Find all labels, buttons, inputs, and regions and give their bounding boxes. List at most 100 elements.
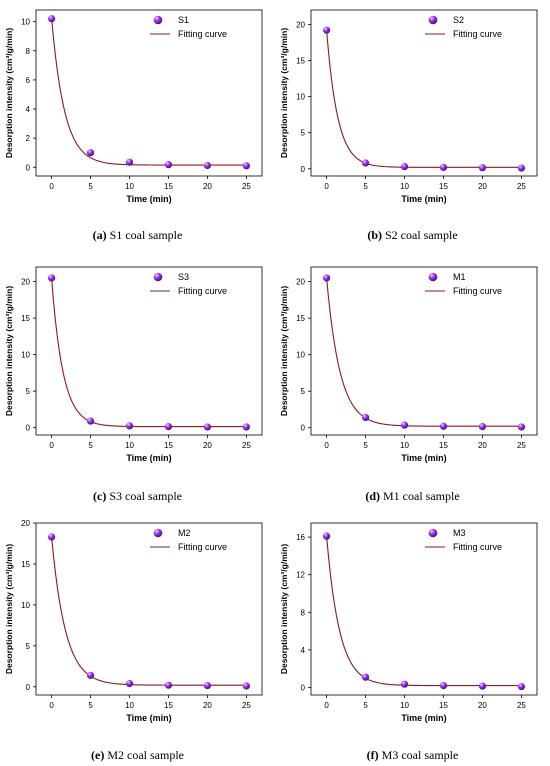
y-axis-label: Desorption intensity (cm³/g/min) — [4, 544, 14, 675]
y-tick-label: 4 — [26, 105, 31, 114]
y-tick-label: 15 — [296, 57, 305, 66]
y-tick-label: 15 — [296, 314, 305, 323]
y-tick-label: 0 — [26, 424, 31, 433]
y-tick-label: 16 — [296, 533, 305, 542]
x-tick-label: 5 — [363, 441, 368, 450]
data-point — [164, 681, 173, 689]
data-point — [439, 163, 448, 171]
data-point — [203, 423, 212, 431]
data-point — [86, 149, 95, 157]
y-axis-label: Desorption intensity (cm³/g/min) — [279, 286, 289, 417]
plot-frame — [310, 522, 538, 696]
data-point — [517, 423, 526, 431]
data-point — [322, 532, 331, 540]
x-tick-label: 20 — [203, 701, 212, 710]
data-point — [203, 681, 212, 690]
panel-caption: (e) M2 coal sample — [91, 748, 184, 762]
panel-caption: (c) S3 coal sample — [93, 489, 182, 503]
y-tick-label: 0 — [26, 163, 31, 172]
chart-svg: 0 5 10 15 20 25 0 4 8 12 16 Time (min) Desorption in… — [279, 522, 538, 723]
fitting-curve — [326, 536, 522, 687]
data-point — [439, 682, 448, 690]
y-tick-label: 15 — [21, 314, 30, 323]
y-tick-label: 0 — [26, 683, 31, 692]
x-tick-label: 15 — [439, 182, 448, 191]
legend-marker — [428, 272, 438, 282]
y-axis-label: Desorption intensity (cm³/g/min) — [279, 28, 289, 159]
chart-svg: 0 5 10 15 20 25 0 5 10 15 20 Time (min) Desorption i… — [4, 266, 263, 463]
data-point — [400, 163, 409, 171]
x-tick-label: 25 — [242, 182, 251, 191]
panel-caption: (a) S1 coal sample — [92, 228, 183, 242]
chart-svg: 0 5 10 15 20 25 0 5 10 15 20 Time (min) Desorption i… — [4, 519, 263, 723]
chart-panel-s2: 0 5 10 15 20 25 0 5 10 15 20 Time (min) Desorption i… — [275, 0, 550, 255]
y-tick-label: 20 — [296, 278, 305, 287]
y-axis-label: Desorption intensity (cm³/g/min) — [279, 544, 289, 675]
x-tick-label: 15 — [164, 441, 173, 450]
data-point — [242, 423, 251, 431]
data-point — [361, 413, 370, 422]
x-tick-label: 5 — [363, 701, 368, 710]
y-tick-label: 5 — [26, 387, 31, 396]
x-tick-label: 0 — [49, 441, 54, 450]
data-point — [86, 417, 95, 425]
data-point — [125, 158, 134, 166]
chart-svg: 0 5 10 15 20 25 0 5 10 15 20 Time (min) Desorption i… — [279, 9, 538, 204]
legend-marker — [428, 528, 438, 538]
legend-label-sample: M2 — [178, 528, 191, 538]
y-tick-label: 6 — [26, 76, 31, 85]
y-tick-label: 20 — [21, 278, 30, 287]
x-tick-label: 25 — [242, 701, 251, 710]
legend-marker — [153, 272, 163, 282]
x-tick-label: 20 — [478, 182, 487, 191]
x-tick-label: 15 — [164, 701, 173, 710]
x-tick-label: 0 — [49, 182, 54, 191]
x-tick-label: 0 — [324, 182, 329, 191]
chart-panel-m1: 0 5 10 15 20 25 0 5 10 15 20 Time (min) Desorption i… — [275, 255, 550, 510]
data-point — [478, 423, 487, 431]
chart-panel-m2: 0 5 10 15 20 25 0 5 10 15 20 Time (min) Desorption i… — [0, 511, 275, 766]
legend-label-sample: S1 — [178, 15, 189, 25]
data-point — [361, 159, 370, 167]
fitting-curve — [51, 278, 247, 428]
y-tick-label: 15 — [21, 560, 30, 569]
y-tick-label: 10 — [21, 351, 30, 360]
y-tick-label: 20 — [296, 20, 305, 29]
data-point — [47, 15, 56, 23]
fitting-curve — [326, 30, 522, 168]
fitting-curve — [326, 277, 522, 427]
x-tick-label: 10 — [125, 701, 134, 710]
y-tick-label: 12 — [296, 571, 305, 580]
panel-caption: (d) M1 coal sample — [365, 489, 460, 503]
chart-panel-s1: 0 5 10 15 20 25 0 2 4 6 8 10 Time (min) Desorption in… — [0, 0, 275, 255]
data-point — [517, 682, 526, 691]
data-point — [164, 423, 173, 431]
x-tick-label: 5 — [363, 182, 368, 191]
x-tick-label: 25 — [242, 441, 251, 450]
data-point — [439, 422, 448, 430]
x-tick-label: 5 — [88, 182, 93, 191]
y-tick-label: 5 — [301, 387, 306, 396]
y-tick-label: 4 — [301, 646, 306, 655]
x-tick-label: 10 — [125, 182, 134, 191]
y-tick-label: 0 — [301, 424, 306, 433]
panel-caption: (f) M3 coal sample — [366, 748, 459, 762]
plot-frame — [35, 9, 263, 177]
y-tick-label: 10 — [296, 93, 305, 102]
x-tick-label: 0 — [324, 701, 329, 710]
data-point — [203, 161, 212, 170]
y-tick-label: 2 — [26, 134, 31, 143]
fitting-curve — [51, 536, 247, 686]
data-point — [400, 421, 409, 429]
legend-label-fit: Fitting curve — [453, 542, 502, 552]
data-point — [322, 26, 331, 34]
x-tick-label: 10 — [400, 441, 409, 450]
y-tick-label: 20 — [21, 519, 30, 528]
panel-caption: (b) S2 coal sample — [367, 228, 458, 242]
y-axis-label: Desorption intensity (cm³/g/min) — [4, 286, 14, 417]
data-point — [47, 274, 56, 282]
data-point — [125, 422, 134, 430]
plot-frame — [310, 9, 538, 177]
data-point — [242, 162, 251, 170]
y-tick-label: 10 — [296, 351, 305, 360]
